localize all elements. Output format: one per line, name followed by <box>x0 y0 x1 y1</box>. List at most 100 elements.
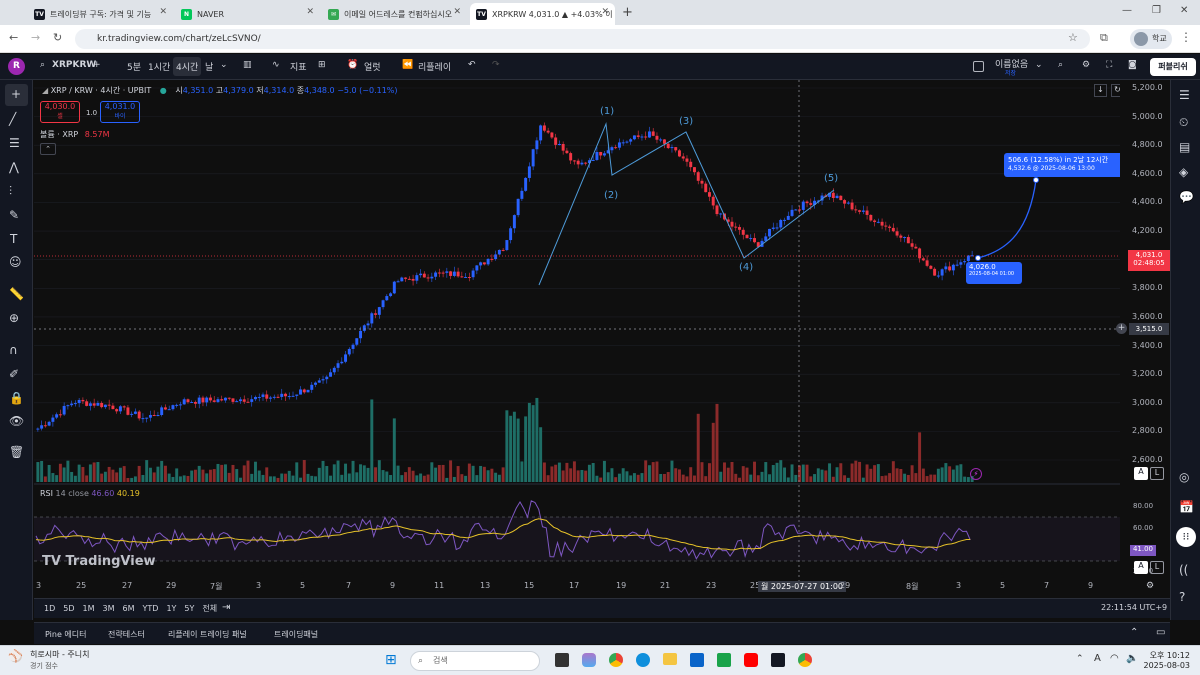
wave-label[interactable]: (5) <box>824 173 838 184</box>
close-window-icon[interactable]: ✕ <box>1180 5 1189 16</box>
hotlist-icon[interactable]: ▤ <box>1179 140 1191 154</box>
alert-button[interactable]: 얼럿 <box>364 63 381 73</box>
eye-icon[interactable]: 👁 <box>9 414 25 428</box>
wave-label[interactable]: (2) <box>604 190 618 201</box>
windows-start-icon[interactable]: ⊞ <box>385 652 397 668</box>
youtube-icon[interactable] <box>744 653 758 667</box>
chevron-up-icon[interactable]: ⌃ <box>1130 627 1139 638</box>
extensions-icon[interactable]: ⧉ <box>1100 31 1108 44</box>
range-button[interactable]: 1M <box>82 604 95 613</box>
tab-pine-editor[interactable]: Pine 에디터 <box>45 630 87 639</box>
outlook-icon[interactable] <box>690 653 704 667</box>
quick-search-icon[interactable]: ⌕ <box>1058 60 1064 70</box>
crosshair-tool[interactable]: + <box>5 84 28 106</box>
chrome-icon[interactable] <box>609 653 623 667</box>
lock-drawing-icon[interactable]: ✐ <box>9 367 20 381</box>
url-field[interactable]: kr.tradingview.com/chart/zeLcSVNO/ <box>75 29 1090 49</box>
chrome-icon[interactable] <box>798 653 812 667</box>
weather-title[interactable]: 히로시마 - 주니치 <box>30 650 90 659</box>
tab-strategy-tester[interactable]: 전략테스터 <box>108 630 145 639</box>
range-button[interactable]: 전체 <box>202 604 218 613</box>
range-button[interactable]: YTD <box>142 604 159 613</box>
add-alert-icon[interactable]: + <box>1116 323 1127 334</box>
minimize-icon[interactable]: — <box>1122 5 1132 16</box>
volume-icon[interactable]: 🔈 <box>1126 653 1139 664</box>
new-tab-icon[interactable]: + <box>622 5 633 20</box>
auto-scale-button[interactable]: A <box>1134 467 1148 480</box>
axis-settings-icon[interactable]: ⚙ <box>1146 581 1155 591</box>
brush-icon[interactable]: ✎ <box>9 208 20 222</box>
search-icon[interactable]: ⌕ <box>40 60 46 70</box>
wifi-icon[interactable]: ◠ <box>1110 653 1119 664</box>
range-button[interactable]: 6M <box>122 604 135 613</box>
interval-1h[interactable]: 1시간 <box>148 63 171 73</box>
maximize-panel-icon[interactable]: ▭ <box>1156 627 1166 638</box>
tab-trading-panel[interactable]: 트레이딩패널 <box>274 630 319 639</box>
edge-icon[interactable] <box>636 653 650 667</box>
collapse-legend-icon[interactable]: ⌃ <box>40 143 56 155</box>
reload-icon[interactable]: ↻ <box>53 31 63 44</box>
layout-checkbox[interactable] <box>973 61 984 72</box>
zoom-icon[interactable]: ⊕ <box>9 311 20 325</box>
rsi-auto-scale-button[interactable]: A <box>1134 561 1148 574</box>
settings-gear-icon[interactable]: ⚙ <box>1082 60 1091 70</box>
watchlist-icon[interactable]: ☰ <box>1179 88 1190 102</box>
clock-date[interactable]: 2025-08-03 <box>1143 661 1191 670</box>
elliott-wave-line[interactable] <box>538 122 835 286</box>
indicators-icon[interactable]: ∿ <box>272 60 280 70</box>
close-icon[interactable]: ✕ <box>159 7 167 17</box>
candle-type-icon[interactable]: ▥ <box>243 60 252 70</box>
time-axis[interactable]: 3 25 27 29 7월 3 5 7 9 11 13 15 17 19 21 23 25 월 2025-07-2… <box>34 580 1134 594</box>
range-button[interactable]: 1D <box>44 604 56 613</box>
wave-label[interactable]: (4) <box>739 262 753 273</box>
undo-icon[interactable]: ↶ <box>468 60 476 70</box>
pattern-icon[interactable]: ⋀ <box>9 160 19 174</box>
camera-icon[interactable]: ◙ <box>1128 60 1137 70</box>
trash-icon[interactable]: 🗑 <box>9 445 25 459</box>
projection-target-point[interactable] <box>1033 177 1039 183</box>
chevron-down-icon[interactable]: ⌄ <box>220 60 228 70</box>
wave-label[interactable]: (1) <box>600 106 614 117</box>
wave-label[interactable]: (3) <box>679 116 693 127</box>
help-icon[interactable]: ? <box>1179 590 1186 604</box>
range-button[interactable]: 3M <box>102 604 115 613</box>
user-avatar[interactable]: R <box>8 58 25 75</box>
interval-5m[interactable]: 5분 <box>127 63 142 73</box>
redo-icon[interactable]: ↷ <box>492 60 500 70</box>
taskbar-search[interactable]: ⌕ 검색 <box>410 651 540 671</box>
forward-icon[interactable]: → <box>31 31 41 44</box>
log-scale-button[interactable]: L <box>1150 467 1164 480</box>
browser-tab-active[interactable]: TV XRPKRW 4,031.0 ▲ +4.03% 이 ✕ <box>470 3 615 25</box>
symbol-search[interactable]: XRPKRW <box>52 60 97 70</box>
close-icon[interactable]: ✕ <box>601 7 609 17</box>
forecast-icon[interactable]: ⫶ <box>9 184 13 198</box>
close-icon[interactable]: ✕ <box>306 7 314 17</box>
emoji-icon[interactable]: ☺ <box>9 255 22 269</box>
replay-icon[interactable]: ⏪ <box>402 60 414 70</box>
apps-grid-icon[interactable]: ⁝⁝ <box>1176 527 1196 547</box>
browser-tab[interactable]: N NAVER ✕ <box>175 3 320 25</box>
chevron-down-icon[interactable]: ⌄ <box>1035 60 1043 70</box>
symbol-title[interactable]: XRP / KRW · 4시간 · UPBIT <box>50 86 152 95</box>
interval-4h[interactable]: 4시간 <box>173 57 202 76</box>
task-view-icon[interactable] <box>555 653 569 667</box>
tab-replay-panel[interactable]: 리플레이 트레이딩 패널 <box>168 630 247 639</box>
rsi-log-scale-button[interactable]: L <box>1150 561 1164 574</box>
measure-label[interactable]: 4,026.0 2025-08-04 01:00 <box>966 262 1022 284</box>
ruler-icon[interactable]: 📏 <box>9 287 24 301</box>
clock-time[interactable]: 오후 10:12 <box>1149 651 1190 660</box>
sell-button[interactable]: 4,030.0 셀 <box>40 101 80 123</box>
clock-display[interactable]: 22:11:54 UTC+9 <box>1101 603 1168 612</box>
file-explorer-icon[interactable] <box>663 653 677 665</box>
tradingview-app-icon[interactable] <box>771 653 785 667</box>
layers-icon[interactable]: ◈ <box>1179 165 1189 179</box>
indicators-button[interactable]: 지표 <box>290 63 307 73</box>
projection-curve[interactable] <box>977 179 1037 259</box>
maximize-icon[interactable]: ❐ <box>1152 5 1161 16</box>
layout-name[interactable]: 이름없음 <box>995 60 1029 70</box>
layout-save-label[interactable]: 저장 <box>1005 70 1017 77</box>
alert-icon[interactable]: ⏰ <box>347 60 359 70</box>
buy-button[interactable]: 4,031.0 바이 <box>100 101 140 123</box>
copilot-icon[interactable] <box>582 653 596 667</box>
lock-icon[interactable]: 🔒 <box>9 391 24 405</box>
